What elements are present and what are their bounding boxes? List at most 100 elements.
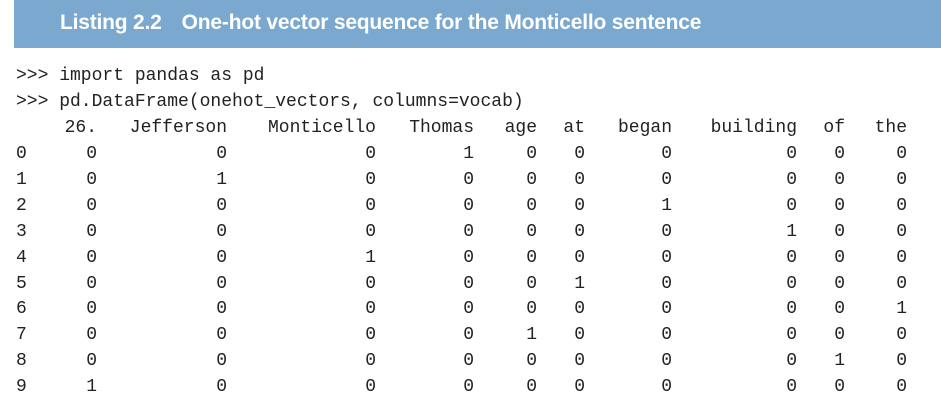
- table-cell: 0: [896, 222, 907, 242]
- table-cell: 0: [661, 248, 672, 268]
- table-cell: 0: [786, 377, 797, 397]
- column-header: Monticello: [267, 118, 376, 138]
- table-cell: 0: [896, 377, 907, 397]
- table-cell: 1: [574, 274, 585, 294]
- table-cell: 0: [526, 248, 537, 268]
- table-cell: 0: [661, 222, 672, 242]
- table-cell: 0: [661, 351, 672, 371]
- table-cell: 0: [661, 274, 672, 294]
- table-cell: 0: [526, 196, 537, 216]
- table-cell: 0: [574, 351, 585, 371]
- column-header: 26.: [64, 118, 97, 138]
- table-cell: 0: [896, 325, 907, 345]
- table-cell: 0: [896, 170, 907, 190]
- table-cell: 0: [661, 170, 672, 190]
- table-cell: 0: [661, 377, 672, 397]
- column-header: Thomas: [409, 118, 474, 138]
- table-cell: 0: [574, 299, 585, 319]
- table-cell: 0: [86, 248, 97, 268]
- table-cell: 0: [365, 274, 376, 294]
- table-cell: 0: [463, 196, 474, 216]
- table-cell: 0: [786, 248, 797, 268]
- row-index: 0: [16, 144, 27, 164]
- table-cell: 0: [365, 325, 376, 345]
- listing-title: One-hot vector sequence for the Monticel…: [181, 11, 702, 34]
- table-cell: 0: [786, 274, 797, 294]
- table-cell: 0: [463, 274, 474, 294]
- table-cell: 1: [365, 248, 376, 268]
- table-cell: 0: [216, 144, 227, 164]
- table-cell: 1: [786, 222, 797, 242]
- column-header: at: [563, 118, 585, 138]
- table-cell: 0: [574, 248, 585, 268]
- listing-caption: Listing 2.2 One-hot vector sequence for t…: [60, 11, 701, 35]
- table-cell: 0: [574, 377, 585, 397]
- table-cell: 0: [86, 325, 97, 345]
- table-cell: 0: [86, 144, 97, 164]
- table-cell: 0: [896, 351, 907, 371]
- table-cell: 0: [526, 299, 537, 319]
- table-cell: 0: [526, 274, 537, 294]
- table-cell: 0: [365, 299, 376, 319]
- table-cell: 0: [834, 222, 845, 242]
- table-cell: 0: [526, 144, 537, 164]
- table-cell: 0: [834, 299, 845, 319]
- table-cell: 0: [216, 274, 227, 294]
- table-cell: 0: [216, 222, 227, 242]
- table-cell: 1: [526, 325, 537, 345]
- table-cell: 0: [216, 325, 227, 345]
- row-index: 8: [16, 351, 27, 371]
- table-cell: 0: [365, 377, 376, 397]
- table-cell: 0: [661, 299, 672, 319]
- table-cell: 0: [834, 196, 845, 216]
- table-cell: 0: [86, 274, 97, 294]
- table-cell: 0: [526, 377, 537, 397]
- table-cell: 0: [574, 196, 585, 216]
- command-line-import: >>> import pandas as pd: [16, 66, 265, 86]
- row-index: 2: [16, 196, 27, 216]
- listing-number: Listing 2.2: [60, 11, 162, 34]
- table-cell: 0: [526, 351, 537, 371]
- column-header: building: [710, 118, 797, 138]
- table-cell: 0: [216, 248, 227, 268]
- table-cell: 1: [661, 196, 672, 216]
- table-cell: 1: [216, 170, 227, 190]
- table-cell: 0: [463, 377, 474, 397]
- column-header: of: [823, 118, 845, 138]
- table-cell: 0: [896, 274, 907, 294]
- column-header: began: [617, 118, 672, 138]
- table-cell: 0: [896, 196, 907, 216]
- table-cell: 0: [574, 144, 585, 164]
- table-cell: 0: [216, 351, 227, 371]
- table-cell: 1: [896, 299, 907, 319]
- table-cell: 1: [463, 144, 474, 164]
- table-cell: 1: [86, 377, 97, 397]
- row-index: 1: [16, 170, 27, 190]
- column-header: age: [504, 118, 537, 138]
- table-cell: 0: [834, 377, 845, 397]
- row-index: 5: [16, 274, 27, 294]
- row-index: 7: [16, 325, 27, 345]
- table-cell: 0: [216, 299, 227, 319]
- table-cell: 0: [786, 170, 797, 190]
- listing-header: Listing 2.2 One-hot vector sequence for t…: [14, 0, 941, 48]
- table-cell: 0: [526, 222, 537, 242]
- row-index: 3: [16, 222, 27, 242]
- table-cell: 0: [463, 351, 474, 371]
- table-cell: 0: [526, 170, 537, 190]
- table-cell: 0: [365, 222, 376, 242]
- table-cell: 0: [834, 170, 845, 190]
- table-cell: 0: [786, 351, 797, 371]
- table-cell: 0: [896, 248, 907, 268]
- table-cell: 0: [365, 170, 376, 190]
- row-index: 6: [16, 299, 27, 319]
- table-cell: 0: [365, 144, 376, 164]
- table-cell: 0: [463, 170, 474, 190]
- column-header: Jefferson: [129, 118, 227, 138]
- table-cell: 0: [86, 351, 97, 371]
- table-cell: 0: [216, 196, 227, 216]
- table-cell: 0: [786, 196, 797, 216]
- table-cell: 0: [463, 325, 474, 345]
- row-index: 9: [16, 377, 27, 397]
- table-cell: 0: [661, 144, 672, 164]
